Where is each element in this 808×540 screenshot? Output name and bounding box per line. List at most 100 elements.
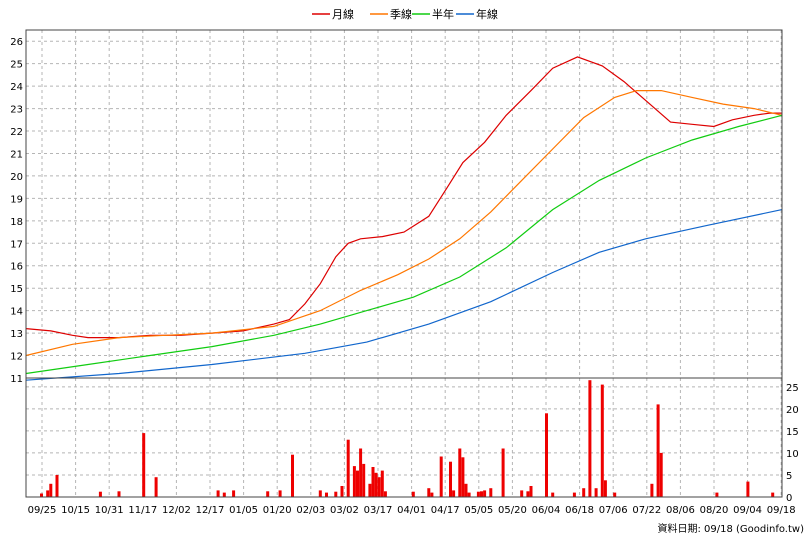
x-tick-label: 08/06 (666, 505, 695, 516)
price-tick-label: 12 (10, 352, 23, 363)
price-tick-label: 19 (10, 194, 23, 205)
volume-bar (49, 483, 53, 497)
x-tick-label: 07/22 (632, 505, 661, 516)
x-tick-label: 11/17 (128, 505, 157, 516)
x-tick-label: 05/20 (498, 505, 527, 516)
price-tick-label: 11 (10, 374, 23, 385)
volume-bar (374, 472, 378, 497)
volume-bar (318, 490, 322, 497)
x-tick-label: 04/01 (397, 505, 426, 516)
price-tick-label: 18 (10, 217, 23, 228)
volume-bar (520, 490, 524, 497)
legend-item-yearly: 年線 (456, 7, 498, 21)
legend-label-quarterly: 季線 (390, 7, 412, 21)
x-tick-label: 12/17 (196, 505, 225, 516)
volume-bar (551, 492, 555, 497)
volume-bar (483, 490, 487, 497)
volume-bar (659, 452, 663, 497)
legend-item-half-year: 半年 (412, 7, 454, 21)
legend-label-yearly: 年線 (476, 7, 498, 21)
price-tick-label: 24 (10, 82, 23, 93)
x-tick-label: 06/18 (565, 505, 594, 516)
volume-bar (489, 488, 493, 497)
volume-tick-label: 5 (786, 471, 792, 482)
legend: 月線 季線 半年 年線 (312, 7, 498, 21)
volume-bar (529, 486, 533, 497)
volume-bar (650, 483, 654, 497)
price-tick-label: 22 (10, 127, 23, 138)
volume-tick-label: 20 (786, 405, 799, 416)
volume-bars (40, 380, 775, 497)
volume-bar (356, 470, 359, 497)
volume-bar (232, 490, 236, 497)
x-tick-label: 03/02 (330, 505, 359, 516)
series-line (25, 56, 782, 339)
legend-label-monthly: 月線 (332, 7, 354, 21)
volume-bar (359, 448, 363, 497)
x-tick-label: 05/05 (464, 505, 493, 516)
footer-date: 資料日期: 09/18 (Goodinfo.tw) (657, 522, 804, 535)
price-tick-label: 13 (10, 329, 23, 340)
volume-bar (380, 470, 384, 497)
price-tick-label: 15 (10, 284, 23, 295)
x-tick-label: 01/20 (263, 505, 292, 516)
volume-bar (291, 454, 294, 497)
legend-item-quarterly: 季線 (370, 7, 412, 21)
volume-bar (411, 491, 415, 497)
price-axis: 11 12 13 14 15 16 17 18 19 20 21 22 23 24 25 26 (10, 37, 23, 385)
volume-bar (771, 492, 775, 497)
volume-bar (545, 413, 548, 497)
volume-bar (656, 404, 660, 497)
volume-bar (715, 492, 719, 497)
x-tick-label: 09/25 (28, 505, 57, 516)
volume-bar (362, 463, 366, 497)
volume-bar (464, 483, 468, 497)
volume-bar (600, 384, 604, 497)
price-tick-label: 25 (10, 60, 23, 71)
volume-bar (526, 491, 530, 497)
volume-bar (427, 488, 431, 497)
volume-bar (334, 491, 338, 497)
x-tick-label: 09/04 (733, 505, 762, 516)
series-line (25, 114, 783, 375)
volume-bar (325, 492, 328, 497)
price-tick-label: 17 (10, 239, 23, 250)
volume-bar (46, 490, 50, 497)
moving-average-lines (25, 56, 783, 381)
volume-bar (352, 466, 356, 497)
x-tick-label: 03/17 (364, 505, 393, 516)
volume-bar (588, 380, 592, 497)
price-tick-label: 21 (10, 149, 23, 160)
price-tick-label: 16 (10, 262, 23, 273)
volume-tick-label: 0 (786, 493, 792, 504)
volume-bar (594, 488, 598, 497)
volume-tick-label: 15 (786, 427, 799, 438)
volume-bar (40, 493, 43, 497)
volume-bar (266, 491, 270, 497)
volume-bar (368, 483, 372, 497)
volume-panel-frame (25, 377, 783, 498)
x-tick-label: 04/17 (431, 505, 460, 516)
volume-bar (371, 467, 375, 497)
x-tick-label: 12/02 (162, 505, 191, 516)
volume-bar (613, 492, 617, 497)
series-line (25, 209, 783, 381)
x-tick-label: 01/05 (229, 505, 258, 516)
volume-bar (449, 461, 452, 497)
volume-bar (377, 477, 381, 497)
volume-bar (154, 477, 158, 497)
volume-bar (501, 448, 505, 497)
volume-bar (278, 490, 282, 497)
volume-bar (117, 491, 121, 497)
volume-bar (340, 486, 344, 497)
volume-bar (458, 448, 462, 497)
legend-label-half-year: 半年 (432, 7, 454, 21)
legend-item-monthly: 月線 (312, 7, 354, 21)
x-tick-label: 09/18 (767, 505, 796, 516)
volume-tick-label: 25 (786, 383, 799, 394)
volume-bar (98, 491, 102, 497)
volume-bar (452, 490, 456, 497)
x-tick-label: 07/06 (599, 505, 628, 516)
x-tick-label: 08/20 (700, 505, 729, 516)
